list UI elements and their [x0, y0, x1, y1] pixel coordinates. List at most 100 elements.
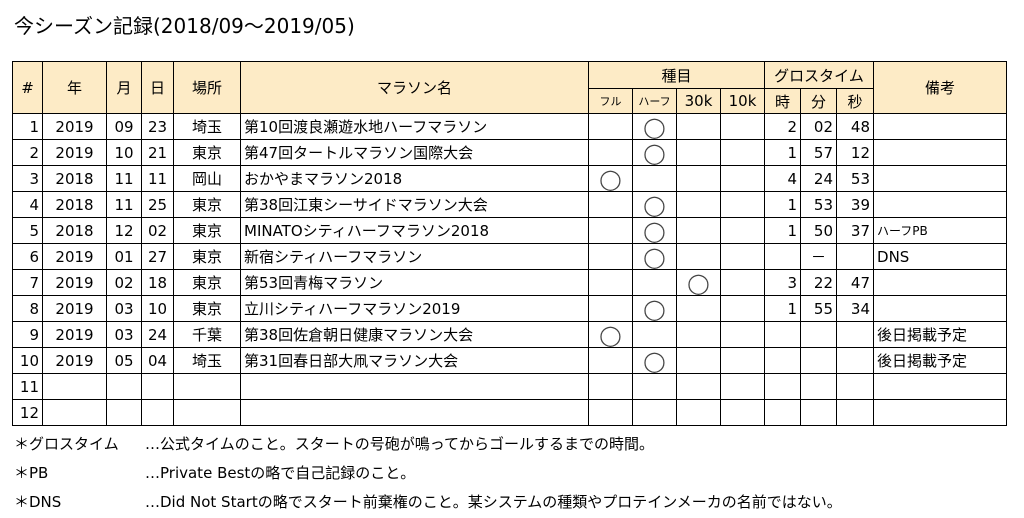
table-row: 12 — [12, 399, 1008, 426]
cell-30k-mark — [676, 113, 721, 140]
cell-half-mark: ◯ — [632, 295, 677, 322]
cell-remarks — [873, 295, 1008, 322]
cell-full-mark — [588, 243, 633, 270]
cell-month: 03 — [106, 321, 142, 348]
cell-half-mark: ◯ — [632, 191, 677, 218]
header-month: 月 — [106, 61, 142, 114]
footnote-row: ＊PB …Private Bestの略で自己記録のこと。 — [14, 458, 842, 487]
cell-day — [141, 373, 174, 400]
cell-year: 2019 — [42, 243, 107, 270]
footnote-term: ＊グロスタイム — [14, 435, 119, 453]
cell-second — [836, 243, 875, 270]
table-row: 3 2018 11 11 岡山 おかやまマラソン2018 ◯ 4 24 53 — [12, 165, 1008, 192]
cell-year: 2019 — [42, 295, 107, 322]
footnote-definition: …Did Not Startの略でスタート前棄権のこと。某システムの種類やプロテ… — [145, 493, 842, 511]
cell-full-mark — [588, 347, 633, 374]
cell-minute: － — [800, 243, 838, 270]
cell-10k-mark — [719, 113, 766, 140]
header-event-10k: 10k — [719, 88, 766, 114]
cell-hour: 1 — [764, 139, 802, 166]
cell-num: 2 — [12, 139, 43, 166]
cell-30k-mark — [676, 295, 721, 322]
cell-hour — [764, 347, 802, 374]
cell-second: 37 — [836, 217, 875, 244]
cell-marathon-name: 立川シティハーフマラソン2019 — [240, 295, 589, 322]
cell-place: 東京 — [173, 139, 241, 166]
cell-minute: 22 — [800, 269, 838, 296]
cell-month: 11 — [106, 191, 142, 218]
cell-place: 埼玉 — [173, 347, 241, 374]
table-row: 9 2019 03 24 千葉 第38回佐倉朝日健康マラソン大会 ◯ 後日掲載予定 — [12, 321, 1008, 348]
table-row: 7 2019 02 18 東京 第53回青梅マラソン ◯ 3 22 47 — [12, 269, 1008, 296]
cell-month: 03 — [106, 295, 142, 322]
cell-half-mark: ◯ — [632, 347, 677, 374]
cell-hour — [764, 399, 802, 426]
footnote-definition: …Private Bestの略で自己記録のこと。 — [145, 464, 416, 482]
cell-minute: 02 — [800, 113, 838, 140]
cell-30k-mark — [676, 399, 721, 426]
cell-marathon-name: 第53回青梅マラソン — [240, 269, 589, 296]
cell-month — [106, 399, 142, 426]
cell-month: 10 — [106, 139, 142, 166]
cell-half-mark: ◯ — [632, 139, 677, 166]
cell-remarks — [873, 165, 1008, 192]
cell-day: 21 — [141, 139, 174, 166]
cell-place: 岡山 — [173, 165, 241, 192]
footnote-term: ＊PB — [14, 464, 49, 482]
cell-num: 3 — [12, 165, 43, 192]
cell-num: 11 — [12, 373, 43, 400]
footnote-row: ＊グロスタイム …公式タイムのこと。スタートの号砲が鳴ってからゴールするまでの時間… — [14, 429, 842, 458]
cell-30k-mark — [676, 243, 721, 270]
cell-full-mark: ◯ — [588, 165, 633, 192]
header-minute: 分 — [800, 88, 838, 114]
cell-second: 39 — [836, 191, 875, 218]
cell-marathon-name: 新宿シティハーフマラソン — [240, 243, 589, 270]
page-title: 今シーズン記録(2018/09～2019/05) — [14, 14, 355, 38]
cell-hour: 2 — [764, 113, 802, 140]
cell-day: 27 — [141, 243, 174, 270]
header-gross-time: グロスタイム — [764, 61, 875, 89]
cell-half-mark: ◯ — [632, 113, 677, 140]
header-year: 年 — [42, 61, 107, 114]
footnote-definition: …公式タイムのこと。スタートの号砲が鳴ってからゴールするまでの時間。 — [145, 435, 654, 453]
cell-remarks: 後日掲載予定 — [873, 347, 1008, 374]
cell-second — [836, 347, 875, 374]
cell-second: 34 — [836, 295, 875, 322]
table-row: 4 2018 11 25 東京 第38回江東シーサイドマラソン大会 ◯ 1 53 39 — [12, 191, 1008, 218]
cell-num: 12 — [12, 399, 43, 426]
cell-minute: 57 — [800, 139, 838, 166]
cell-30k-mark — [676, 191, 721, 218]
cell-marathon-name — [240, 399, 589, 426]
header-day: 日 — [141, 61, 174, 114]
cell-num: 7 — [12, 269, 43, 296]
footnote-term: ＊DNS — [14, 493, 62, 511]
table-row: 6 2019 01 27 東京 新宿シティハーフマラソン ◯ － DNS — [12, 243, 1008, 270]
cell-second — [836, 321, 875, 348]
cell-year: 2018 — [42, 217, 107, 244]
header-remarks: 備考 — [873, 61, 1008, 114]
footnotes: ＊グロスタイム …公式タイムのこと。スタートの号砲が鳴ってからゴールするまでの時間… — [14, 429, 842, 516]
cell-hour: 1 — [764, 217, 802, 244]
cell-year: 2018 — [42, 165, 107, 192]
cell-place: 東京 — [173, 217, 241, 244]
cell-minute: 50 — [800, 217, 838, 244]
cell-day: 11 — [141, 165, 174, 192]
cell-marathon-name: 第38回佐倉朝日健康マラソン大会 — [240, 321, 589, 348]
cell-place: 埼玉 — [173, 113, 241, 140]
header-hour: 時 — [764, 88, 802, 114]
cell-marathon-name: おかやまマラソン2018 — [240, 165, 589, 192]
cell-day: 23 — [141, 113, 174, 140]
cell-num: 10 — [12, 347, 43, 374]
cell-10k-mark — [719, 243, 766, 270]
cell-day: 18 — [141, 269, 174, 296]
cell-place: 東京 — [173, 295, 241, 322]
cell-place: 東京 — [173, 269, 241, 296]
cell-10k-mark — [719, 321, 766, 348]
footnote-row: ＊DNS …Did Not Startの略でスタート前棄権のこと。某システムの種類… — [14, 487, 842, 516]
cell-full-mark — [588, 217, 633, 244]
cell-remarks — [873, 373, 1008, 400]
cell-year: 2019 — [42, 113, 107, 140]
cell-place: 東京 — [173, 191, 241, 218]
cell-day: 10 — [141, 295, 174, 322]
cell-marathon-name: 第31回春日部大凧マラソン大会 — [240, 347, 589, 374]
